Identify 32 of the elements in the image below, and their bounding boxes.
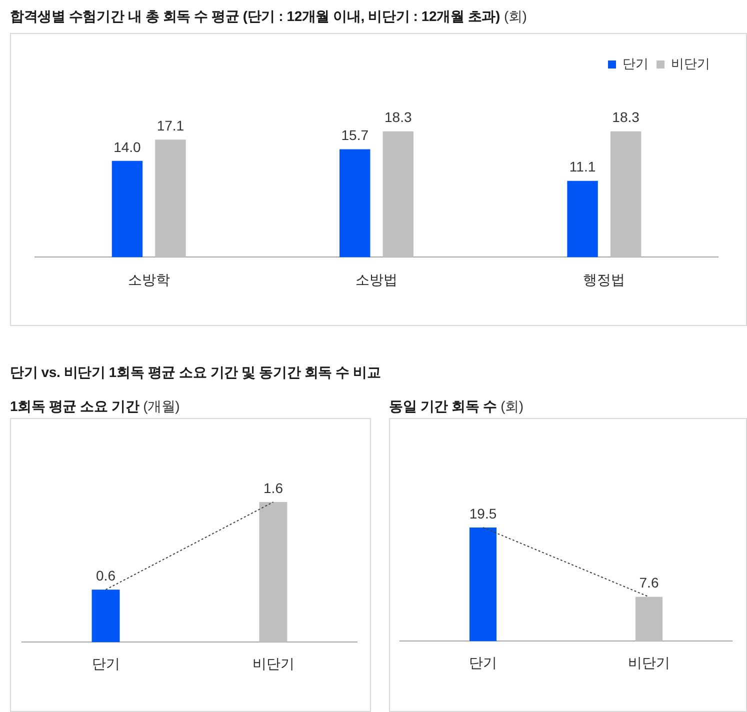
y-axis-title: (회) xyxy=(504,8,527,24)
chart-title: 동일 기간 회독 수 xyxy=(389,398,497,414)
chart-title: 합격생별 수험기간 내 총 회독 수 평균 (단기 : 12개월 이내, 비단기 : 12개월 초과) xyxy=(10,8,500,24)
text: 단기 vs. 비단기 1회독 평균 소요 기간 및 동기간 회독 수 비교 xyxy=(10,364,381,380)
bar xyxy=(155,140,186,258)
data-label: 18.3 xyxy=(384,109,412,126)
data-label: 14.0 xyxy=(114,138,142,155)
data-label: 18.3 xyxy=(612,109,640,126)
x-tick-label: 행정법 xyxy=(583,271,626,288)
x-tick-label: 단기 xyxy=(469,654,497,670)
data-label: 0.6 xyxy=(96,568,116,584)
data-label: 19.5 xyxy=(469,505,497,522)
chart-title: 1회독 평균 소요 기간 xyxy=(10,398,140,414)
x-tick-label: 소방법 xyxy=(356,271,398,288)
y-axis-title: (개월) xyxy=(143,398,180,414)
legend-label: 비단기 xyxy=(671,56,710,72)
bar xyxy=(382,131,414,258)
data-label: 11.1 xyxy=(569,158,596,175)
y-axis-title: (회) xyxy=(500,398,524,414)
bar xyxy=(567,180,598,258)
data-label: 7.6 xyxy=(639,574,659,591)
x-tick-label: 소방학 xyxy=(128,271,170,288)
x-tick-label: 비단기 xyxy=(628,654,670,670)
x-tick-label: 비단기 xyxy=(252,655,294,672)
bar xyxy=(112,160,143,258)
bar xyxy=(340,149,370,258)
legend-label: 단기 xyxy=(622,56,648,72)
data-label: 1.6 xyxy=(264,480,284,496)
bar xyxy=(610,131,642,258)
x-tick-label: 단기 xyxy=(92,655,120,672)
data-label: 15.7 xyxy=(341,127,369,144)
data-label: 17.1 xyxy=(156,117,184,134)
